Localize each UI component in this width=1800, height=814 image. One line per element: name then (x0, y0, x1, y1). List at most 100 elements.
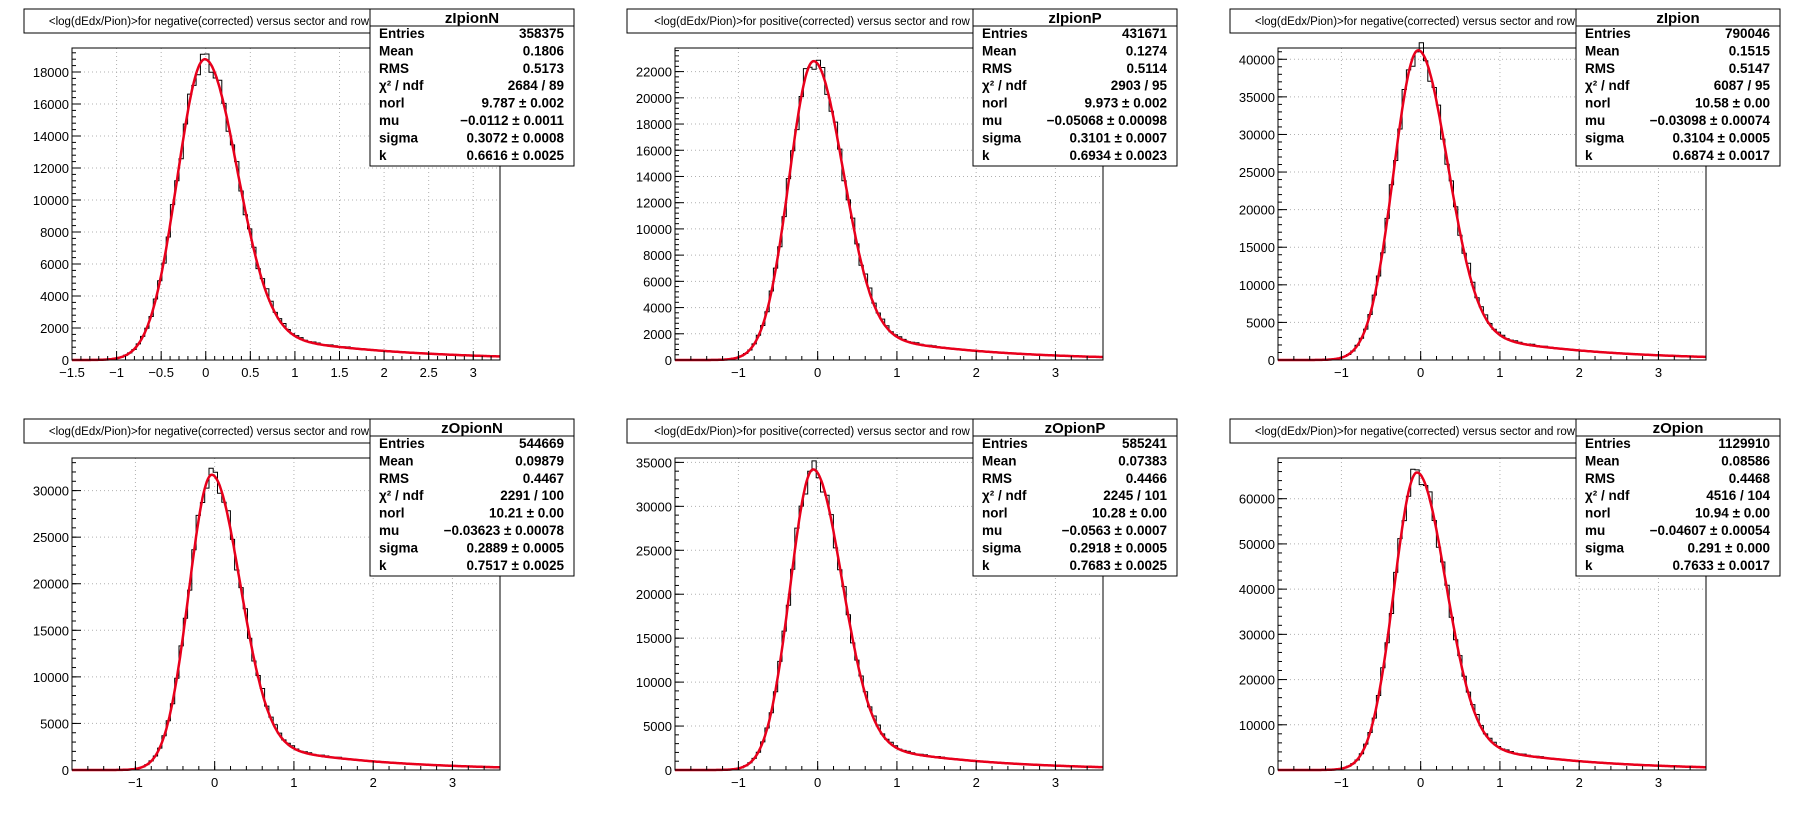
stats-label: Entries (379, 26, 425, 41)
fit-curve-series (1278, 49, 1706, 362)
x-tick-label: −1.5 (59, 365, 85, 380)
stats-label: χ² / ndf (379, 488, 424, 503)
stats-value: 0.6616 ± 0.0025 (467, 148, 565, 163)
x-axis: −1 0 1 2 3 (1277, 351, 1707, 380)
stats-label: RMS (982, 471, 1012, 486)
x-tick-label: 0 (202, 365, 209, 380)
stats-histogram-name: zIpionP (1048, 10, 1101, 27)
stats-box: zIpionN Entries 358375 Mean 0.1806 RMS 0.5173 χ… (369, 8, 575, 167)
x-tick-label: −0.5 (148, 365, 174, 380)
stats-value: 0.7517 ± 0.0025 (467, 558, 565, 573)
y-tick-label: 15000 (33, 623, 69, 638)
x-tick-label: 2 (1576, 365, 1583, 380)
y-tick-label: 5000 (643, 719, 672, 734)
y-tick-label: 8000 (643, 248, 672, 263)
x-tick-label: −1 (731, 775, 746, 790)
stats-value: 10.94 ± 0.00 (1695, 506, 1770, 521)
x-tick-label: −1 (731, 365, 746, 380)
stats-label: mu (982, 523, 1002, 538)
x-axis: −1.5 −1 −0.5 0 0.5 1 1.5 2 2.5 3 (59, 351, 501, 380)
y-tick-label: 22000 (636, 65, 672, 80)
stats-value: 544669 (519, 436, 564, 451)
y-tick-label: 12000 (33, 161, 69, 176)
y-tick-label: 12000 (636, 196, 672, 211)
stats-label: RMS (1585, 61, 1615, 76)
stats-label: mu (1585, 113, 1605, 128)
y-tick-label: 10000 (1239, 718, 1275, 733)
y-axis: 0 5000 10000 15000 20000 25000 30000 (33, 462, 81, 778)
x-tick-label: −1 (1334, 775, 1349, 790)
x-tick-label: 3 (1052, 365, 1059, 380)
stats-box: zOpion Entries 1129910 Mean 0.08586 RMS 0.4468… (1575, 418, 1781, 577)
x-tick-label: 1 (893, 365, 900, 380)
y-tick-label: 0 (665, 353, 672, 368)
stats-value: 0.7633 ± 0.0017 (1673, 558, 1771, 573)
stats-value: 2245 / 101 (1103, 488, 1167, 503)
stats-label: mu (1585, 523, 1605, 538)
title-box (626, 418, 998, 444)
stats-label: mu (379, 113, 399, 128)
stats-histogram-name: zOpionP (1045, 420, 1106, 437)
fit-curve-series (675, 468, 1104, 772)
stats-label: RMS (982, 61, 1012, 76)
plot-pad-zIpionN: −1.5 −1 −0.5 0 0.5 1 1.5 2 2.5 3 0 2000 4000 6000 8000… (0, 0, 600, 405)
stats-label: χ² / ndf (982, 488, 1027, 503)
stats-value: 2903 / 95 (1111, 78, 1168, 93)
stats-label: χ² / ndf (982, 78, 1027, 93)
stats-box: zOpionP Entries 585241 Mean 0.07383 RMS 0.4466… (972, 418, 1178, 577)
stats-value: 0.5173 (523, 61, 565, 76)
y-tick-label: 2000 (643, 327, 672, 342)
stats-value: 9.973 ± 0.002 (1085, 96, 1167, 111)
x-tick-label: 0 (211, 775, 218, 790)
fit-curve-series (675, 59, 1103, 362)
title-box (626, 8, 998, 34)
stats-value: 10.21 ± 0.00 (489, 506, 564, 521)
stats-value: 358375 (519, 26, 565, 41)
stats-label: norl (379, 96, 405, 111)
stats-label: Mean (379, 43, 414, 58)
fit-curve-series (1278, 471, 1706, 772)
y-tick-label: 0 (62, 353, 69, 368)
stats-value: 0.4468 (1729, 471, 1771, 486)
stats-value: 0.2889 ± 0.0005 (467, 540, 565, 555)
x-tick-label: 2.5 (420, 365, 438, 380)
y-tick-label: 25000 (636, 543, 672, 558)
stats-label: sigma (982, 130, 1022, 145)
stats-label: k (379, 558, 387, 573)
y-tick-label: 20000 (636, 587, 672, 602)
y-tick-label: 14000 (636, 169, 672, 184)
plot-title: <log(dEdx/Pion)>for positive(corrected) … (654, 16, 970, 28)
y-tick-label: 16000 (636, 143, 672, 158)
y-tick-label: 4000 (643, 301, 672, 316)
x-axis: −1 0 1 2 3 (674, 761, 1104, 790)
stats-value: 0.291 ± 0.000 (1688, 540, 1770, 555)
stats-label: norl (982, 506, 1008, 521)
plot-svg: −1.5 −1 −0.5 0 0.5 1 1.5 2 2.5 3 0 2000 4000 6000 8000… (23, 8, 575, 380)
stats-label: RMS (379, 471, 409, 486)
y-tick-label: 30000 (1239, 127, 1275, 142)
stats-value: −0.05068 ± 0.00098 (1047, 113, 1168, 128)
stats-box-frame (1575, 8, 1781, 167)
title-box (1229, 8, 1601, 34)
plot-title: <log(dEdx/Pion)>for negative(corrected) … (1255, 16, 1576, 28)
stats-histogram-name: zOpionN (441, 420, 503, 437)
y-tick-label: 60000 (1239, 492, 1275, 507)
y-tick-label: 18000 (33, 65, 69, 80)
stats-box-frame (1575, 418, 1781, 577)
plot-pad-zIpion: −1 0 1 2 3 0 5000 10000 15000 20000 25000 30000 3500… (1206, 0, 1800, 405)
plot-frame (1277, 47, 1707, 361)
x-tick-label: 0 (814, 775, 821, 790)
plot-svg: −1 0 1 2 3 0 2000 4000 6000 8000 10000 12000 14000 16… (626, 8, 1178, 380)
stats-label: RMS (379, 61, 409, 76)
stats-label: k (1585, 558, 1593, 573)
stats-label: mu (379, 523, 399, 538)
y-tick-label: 2000 (40, 321, 69, 336)
y-tick-label: 4000 (40, 289, 69, 304)
x-tick-label: 3 (1655, 365, 1662, 380)
plot-frame (1277, 457, 1707, 771)
y-tick-label: 40000 (1239, 52, 1275, 67)
y-tick-label: 14000 (33, 129, 69, 144)
y-axis: 0 2000 4000 6000 8000 10000 12000 14000 16000 180… (636, 50, 684, 368)
stats-label: Entries (1585, 436, 1631, 451)
